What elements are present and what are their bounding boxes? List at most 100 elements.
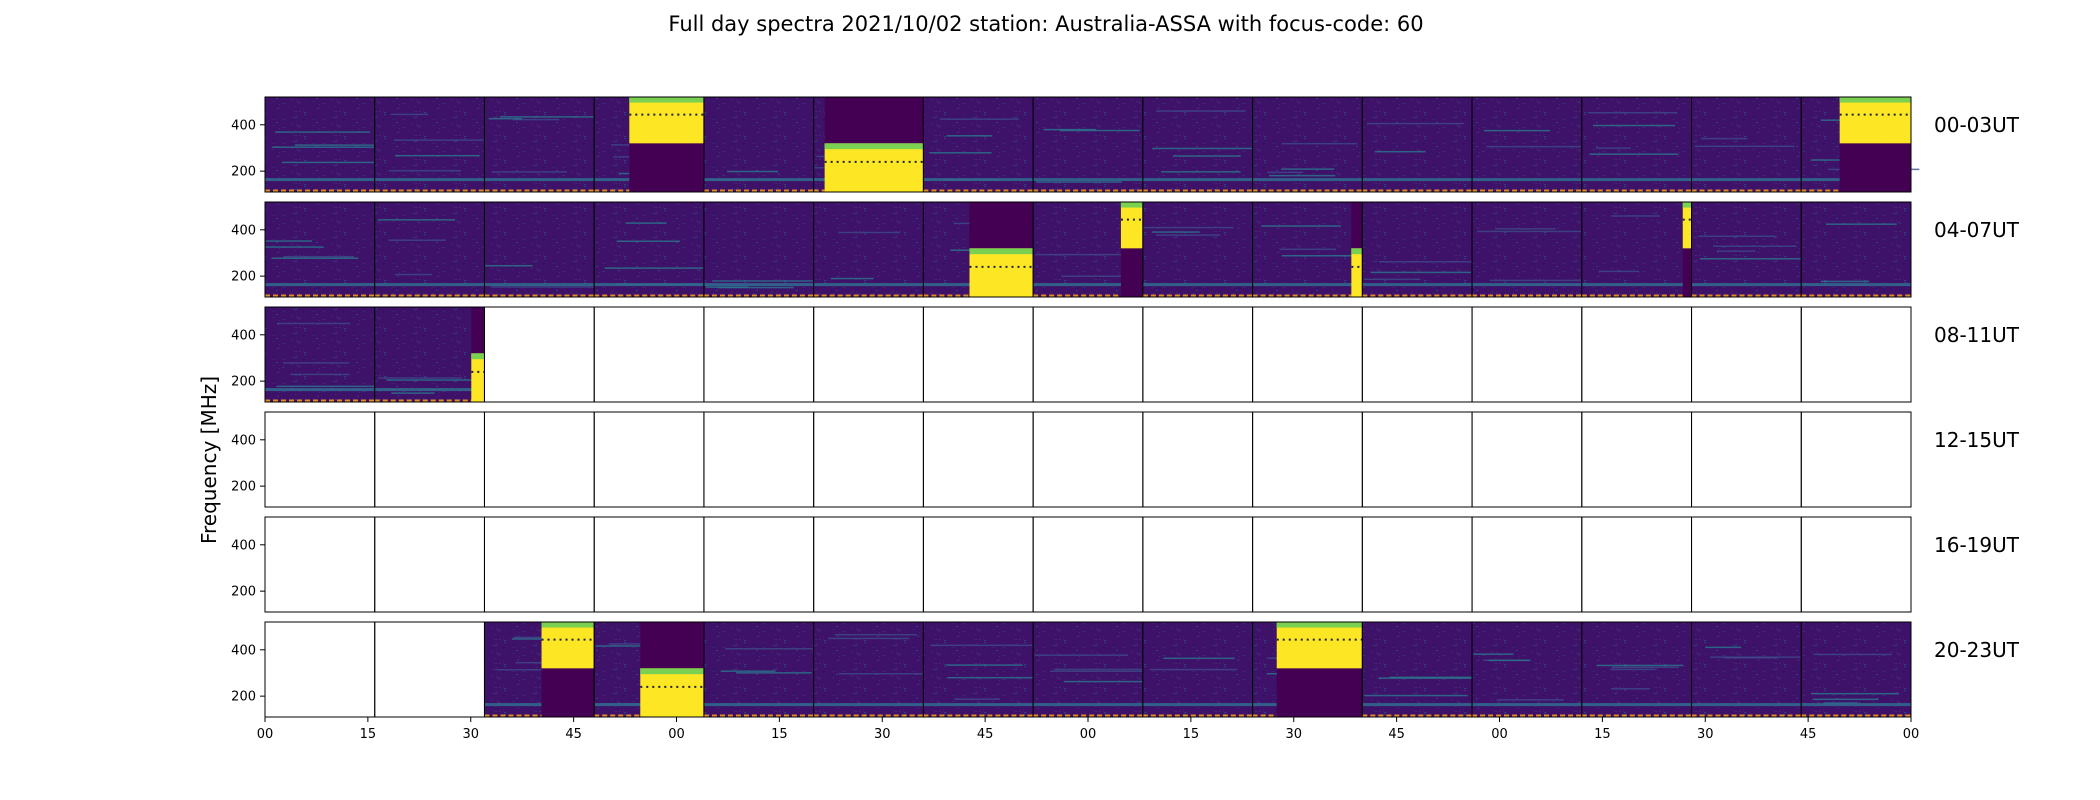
interference-line [265,246,324,248]
burst-edge [1120,202,1143,208]
interference-line [1593,124,1675,127]
interference-line [1489,279,1588,282]
spectrum-panel [703,306,815,403]
low-frequency-band [1362,283,1473,287]
spectrum-panel [1032,516,1144,613]
panel-frame [1581,306,1693,403]
burst-region [824,143,924,192]
interference-line [834,633,917,636]
interference-line [1494,228,1556,230]
interference-line [595,645,656,647]
interference-line [940,118,1019,120]
interference-line [265,240,313,242]
spectrum-panel [1471,411,1583,508]
y-tick-label: 200 [231,480,256,495]
panel-frame [813,516,924,613]
low-frequency-band [1252,283,1363,287]
panel-frame [1581,516,1693,613]
low-frequency-band [1581,178,1692,182]
interference-line [1143,226,1234,229]
panel-frame [1800,306,1912,403]
panel-frame [1471,306,1583,403]
interference-line [1149,668,1238,671]
interference-line [720,670,776,672]
panel-frame [374,411,485,508]
interference-line [1378,261,1489,263]
panel-frame [264,516,376,613]
burst-shadow [969,202,1034,249]
interference-line [488,117,522,120]
panel-frame [1142,306,1254,403]
spectrum-background [1581,97,1692,192]
spectrum-background [265,307,375,402]
spectrum-background [703,97,814,192]
interference-line [947,676,1057,679]
low-frequency-band [703,703,814,707]
spectrum-panel [1142,201,1254,298]
x-axis-ticks: 00 15 30 45 00 15 30 45 00 15 30 45 00 15 30 45 00 [257,717,1919,742]
interference-line [1823,702,1858,704]
spectrum-background [594,202,704,297]
spectrum-background [923,97,1034,192]
interference-line [271,146,375,148]
interference-line [1281,142,1357,145]
spectrum-panel [703,621,815,718]
x-tick-label: 00 [1491,727,1508,742]
x-tick-label: 45 [977,727,994,742]
panel-frame [1800,411,1912,508]
spectrum-panel [1471,516,1583,613]
interference-line [393,139,494,141]
low-frequency-band [1472,703,1582,707]
interference-line [1813,653,1892,656]
spectra-row: 400 200 20-23UT [231,621,2020,718]
interference-line [717,286,794,289]
interference-line [946,135,993,137]
interference-line [1160,171,1241,173]
burst-region [640,668,704,717]
interference-line [828,637,910,640]
spectrum-panel [593,411,705,508]
interference-line [1486,145,1582,148]
interference-line [1698,235,1776,237]
burst-region [1120,202,1143,249]
interference-line [1825,223,1897,225]
spectrum-panel [1361,516,1473,613]
low-frequency-band [1142,703,1253,707]
interference-line [1713,245,1797,248]
spectrum-panel [813,306,924,403]
low-frequency-band [374,388,485,392]
interference-line [727,170,779,173]
spectrum-panel [1691,411,1802,508]
x-tick-label: 15 [360,727,377,742]
spectrum-panel [264,96,382,193]
panel-frame [1142,411,1254,508]
interference-line [830,277,874,280]
low-frequency-band [1691,283,1802,287]
x-tick-label: 00 [668,727,685,742]
interference-line [1589,153,1679,155]
interference-line [625,222,667,224]
spectrum-background [1581,202,1692,297]
interference-line [1036,181,1122,183]
burst-edge [629,97,704,103]
row-time-label: 20-23UT [1934,638,2020,662]
interference-line [1484,129,1551,132]
spectrum-background [1033,97,1143,192]
panel-frame [483,306,595,403]
spectrum-panel [1471,306,1583,403]
y-tick-label: 200 [231,270,256,285]
spectrum-background [703,622,814,717]
interference-line [283,255,354,258]
interference-line [276,322,351,325]
x-tick-label: 30 [874,727,891,742]
interference-line [1477,230,1584,233]
burst-shadow [471,307,485,354]
panel-frame [264,411,376,508]
interference-line [512,118,560,121]
row-time-label: 16-19UT [1934,533,2020,557]
low-frequency-band [1472,178,1582,182]
y-tick-label: 400 [231,538,256,553]
spectrum-panel [264,201,376,298]
spectrum-panel [374,621,485,718]
spectrum-background [265,202,375,297]
